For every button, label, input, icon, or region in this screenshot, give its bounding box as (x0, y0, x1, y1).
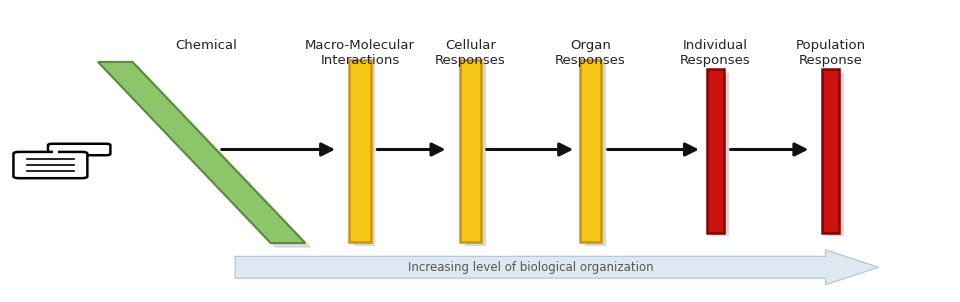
Text: Macro-Molecular
Interactions: Macro-Molecular Interactions (305, 39, 415, 67)
Bar (580, 60, 601, 242)
FancyBboxPatch shape (48, 144, 110, 155)
Text: Increasing level of biological organization: Increasing level of biological organizat… (408, 261, 653, 274)
Text: Cellular
Responses: Cellular Responses (435, 39, 506, 67)
Bar (465, 64, 486, 246)
FancyBboxPatch shape (13, 152, 87, 178)
Text: Individual
Responses: Individual Responses (680, 39, 751, 67)
Bar (711, 73, 729, 236)
Text: Population
Response: Population Response (795, 39, 866, 67)
Polygon shape (98, 62, 305, 243)
Bar (585, 64, 606, 246)
Polygon shape (103, 66, 310, 247)
Text: Chemical: Chemical (176, 39, 237, 52)
Bar (822, 69, 839, 233)
Bar (354, 64, 375, 246)
Text: Organ
Responses: Organ Responses (555, 39, 626, 67)
Bar (349, 60, 371, 242)
Bar (460, 60, 481, 242)
Bar (827, 73, 844, 236)
Polygon shape (235, 250, 878, 284)
Bar (53, 145, 58, 154)
Bar (707, 69, 724, 233)
